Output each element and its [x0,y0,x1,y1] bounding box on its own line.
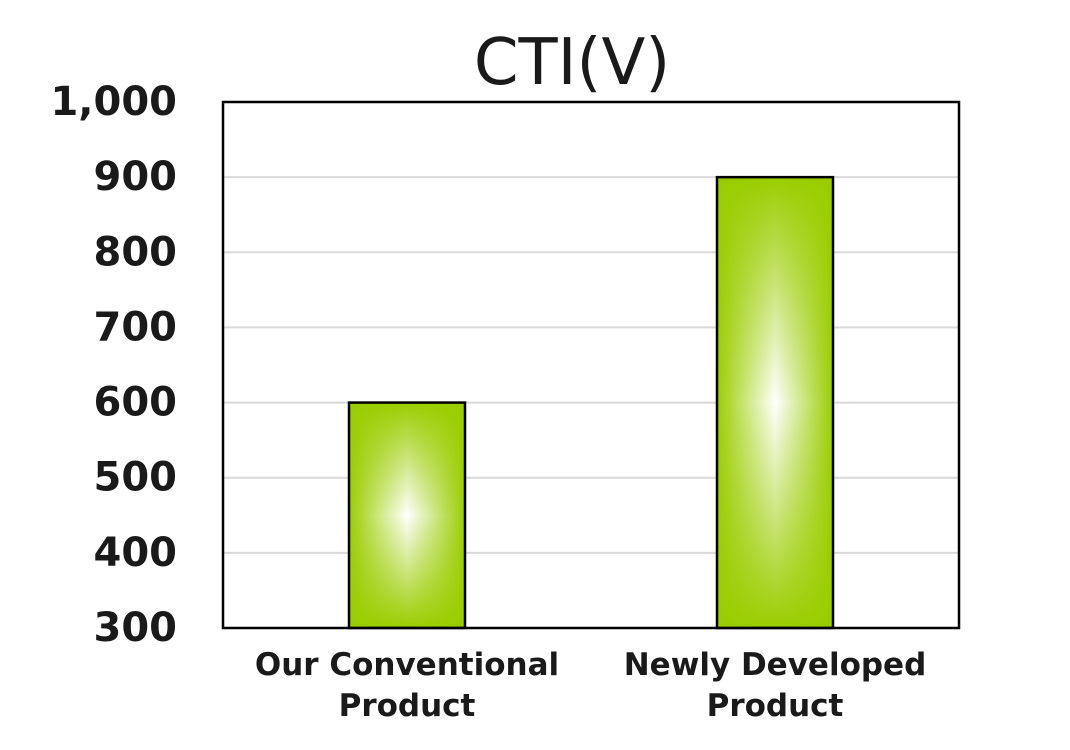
x-category-label: Our Conventional [255,647,559,683]
y-tick-label: 1,000 [50,79,177,125]
gridlines [223,176,959,554]
y-tick-label: 900 [94,154,178,200]
y-tick-label: 400 [94,530,178,576]
x-category-label: Product [339,688,476,724]
chart-title: CTI(V) [474,26,670,100]
x-category-label: Newly Developed [624,647,927,683]
bars [347,175,835,630]
y-tick-label: 700 [94,304,178,350]
x-axis-category-labels: Our Conventional Product Newly Developed Pr… [255,647,926,724]
plot-area-frame [221,100,961,630]
y-tick-label: 500 [94,455,178,501]
bar [347,401,467,630]
y-axis-tick-labels: 300 400 500 600 700 800 900 1,000 [50,79,177,651]
bar [715,175,835,630]
y-tick-label: 300 [94,605,178,651]
y-tick-label: 800 [94,229,178,275]
x-category-label: Product [707,688,844,724]
y-tick-label: 600 [94,380,178,426]
